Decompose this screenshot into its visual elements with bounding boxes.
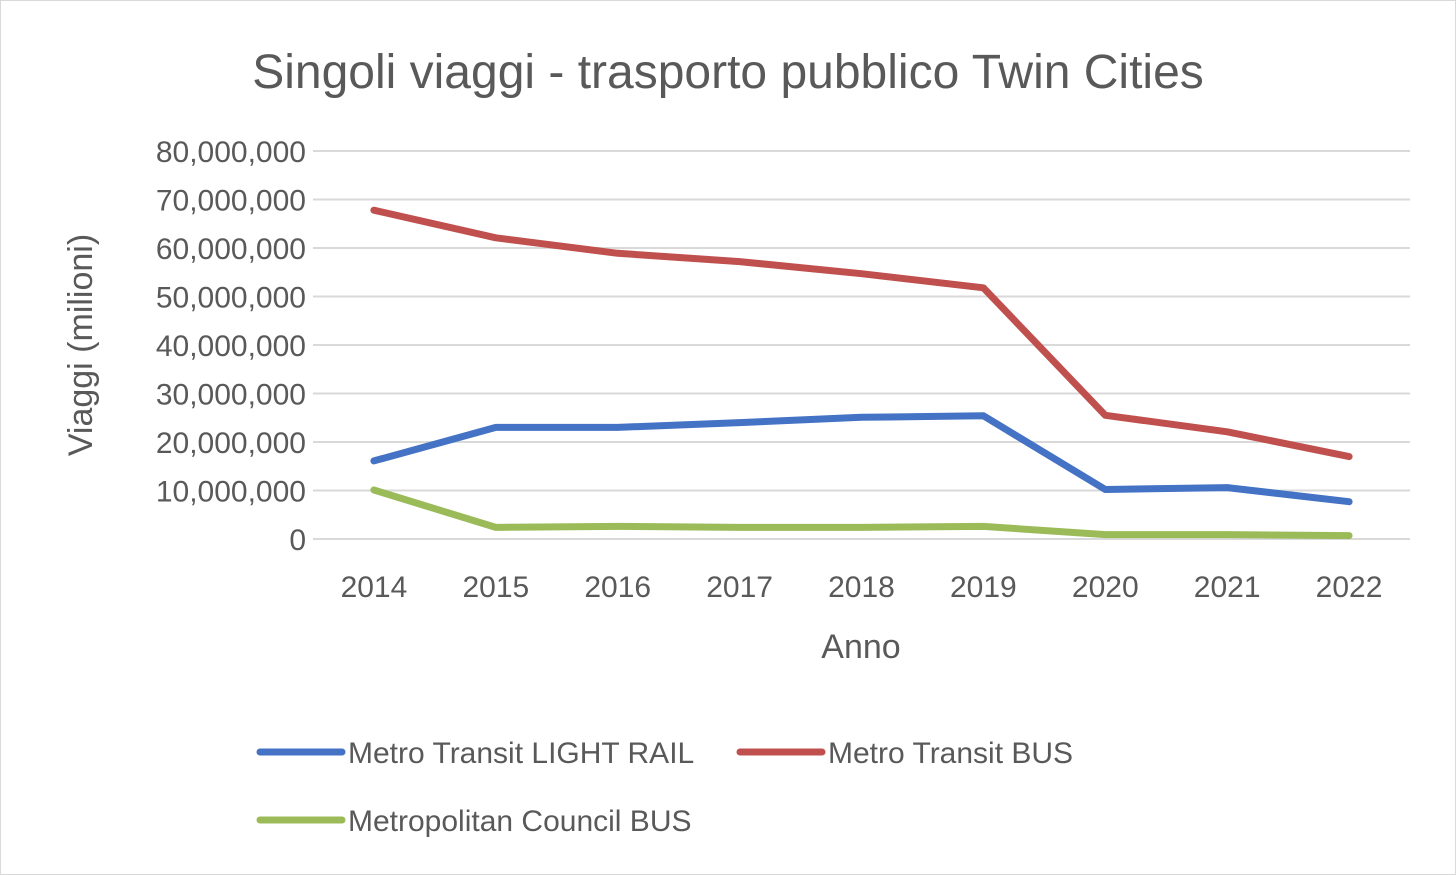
- legend-label: Metro Transit BUS: [828, 737, 1073, 770]
- legend-label: Metro Transit LIGHT RAIL: [348, 737, 694, 770]
- x-tick-label: 2019: [950, 571, 1017, 604]
- y-tick-label: 80,000,000: [156, 136, 306, 169]
- y-tick-label: 50,000,000: [156, 282, 306, 315]
- y-axis-label: Viaggi (milioni): [62, 234, 100, 456]
- y-tick-label: 0: [289, 524, 306, 557]
- y-tick-label: 10,000,000: [156, 476, 306, 509]
- x-tick-label: 2021: [1194, 571, 1261, 604]
- legend-item: Metro Transit BUS: [736, 737, 1073, 770]
- legend-item: Metro Transit LIGHT RAIL: [256, 737, 694, 770]
- y-tick-label: 60,000,000: [156, 233, 306, 266]
- x-axis-label: Anno: [821, 628, 900, 666]
- y-tick-label: 70,000,000: [156, 185, 306, 218]
- x-tick-label: 2014: [341, 571, 408, 604]
- gridlines: [313, 150, 1410, 540]
- x-tick-label: 2018: [828, 571, 895, 604]
- legend-item: Metropolitan Council BUS: [256, 805, 692, 838]
- x-tick-label: 2020: [1072, 571, 1139, 604]
- series-line-1: [370, 412, 1353, 506]
- y-tick-label: 20,000,000: [156, 427, 306, 460]
- y-tick-label: 40,000,000: [156, 330, 306, 363]
- legend: Metro Transit LIGHT RAIL Metro Transit BU…: [256, 737, 1073, 838]
- legend-label: Metropolitan Council BUS: [348, 805, 692, 838]
- x-tick-label: 2017: [706, 571, 773, 604]
- chart-title: Singoli viaggi - trasporto pubblico Twin…: [252, 46, 1204, 99]
- y-tick-label: 30,000,000: [156, 379, 306, 412]
- x-tick-label: 2015: [462, 571, 529, 604]
- y-axis-ticks: 0 10,000,000 20,000,000 30,000,000 40,000,00…: [156, 136, 306, 557]
- x-tick-label: 2022: [1316, 571, 1383, 604]
- series-line-2: [370, 206, 1353, 461]
- x-tick-label: 2016: [584, 571, 651, 604]
- series-line-3: [370, 486, 1353, 540]
- x-axis-ticks: 2014 2015 2016 2017 2018 2019 2020 2021 2022: [341, 571, 1383, 604]
- series-lines: [370, 206, 1353, 540]
